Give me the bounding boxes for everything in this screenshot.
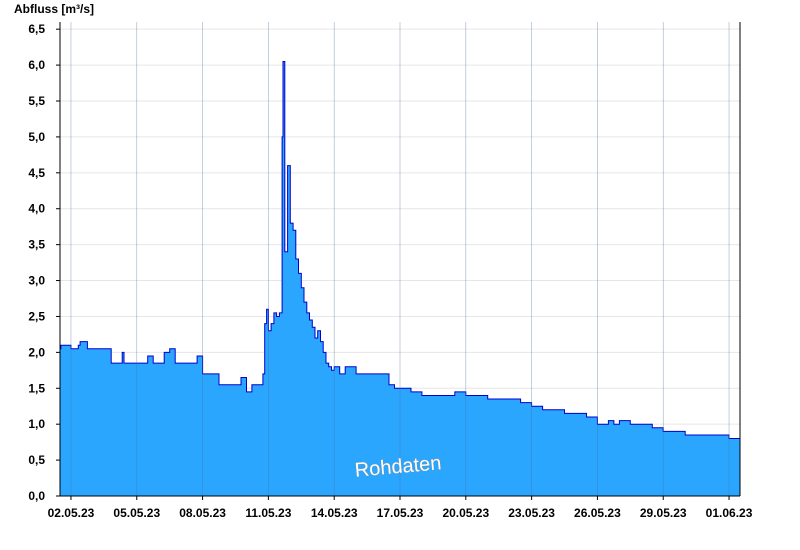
x-tick-label: 23.05.23: [508, 506, 555, 520]
x-tick-label: 20.05.23: [442, 506, 489, 520]
y-tick-label: 5,5: [28, 94, 45, 108]
discharge-area: [60, 61, 740, 496]
y-tick-label: 1,5: [28, 381, 45, 395]
x-tick-label: 14.05.23: [311, 506, 358, 520]
discharge-line: [60, 61, 741, 439]
x-tick-label: 08.05.23: [179, 506, 226, 520]
y-tick-label: 0,5: [28, 453, 45, 467]
y-tick-label: 2,0: [28, 345, 45, 359]
y-tick-label: 1,0: [28, 417, 45, 431]
y-tick-label: 3,5: [28, 238, 45, 252]
x-tick-label: 11.05.23: [245, 506, 291, 520]
series-area: [60, 61, 741, 496]
x-tick-label: 29.05.23: [640, 506, 687, 520]
y-tick-labels: 0,0 0,5 1,0 1,5 2,0 2,5 3,0 3,5 4,0 4,5 5,0 5,5 6,0 6…: [28, 22, 60, 503]
y-tick-label: 0,0: [28, 489, 45, 503]
y-tick-label: 4,0: [28, 202, 45, 216]
x-tick-label: 17.05.23: [377, 506, 424, 520]
x-tick-label: 01.06.23: [706, 506, 753, 520]
y-axis-title: Abfluss [m³/s]: [14, 2, 94, 16]
y-tick-label: 2,5: [28, 309, 45, 323]
x-tick-label: 26.05.23: [574, 506, 621, 520]
y-tick-label: 4,5: [28, 166, 45, 180]
day-gridlines: [70, 22, 730, 496]
x-tick-label: 02.05.23: [48, 506, 95, 520]
y-tick-label: 5,0: [28, 130, 45, 144]
y-tick-label: 3,0: [28, 274, 45, 288]
y-tick-label: 6,0: [28, 58, 45, 72]
x-tick-labels: 02.05.23 05.05.23 08.05.23 11.05.23 14.05.23…: [48, 496, 753, 520]
y-tick-label: 6,5: [28, 22, 45, 36]
x-tick-label: 05.05.23: [113, 506, 160, 520]
